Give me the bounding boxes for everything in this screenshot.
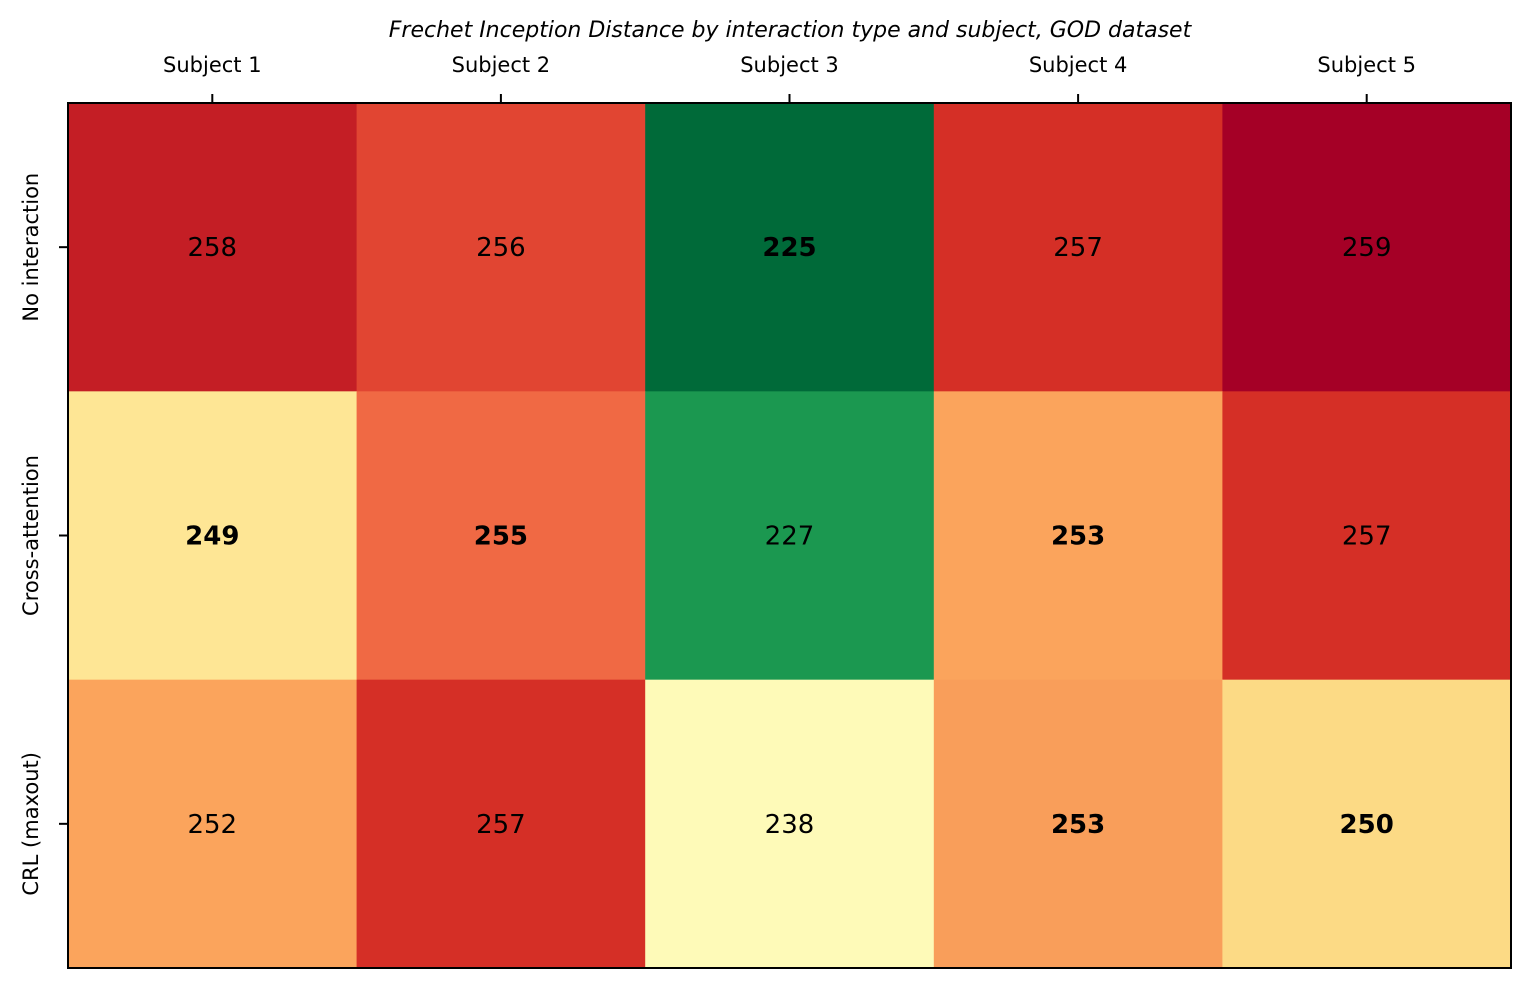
heatmap-cell xyxy=(1222,679,1512,969)
cell-value-label: 252 xyxy=(187,810,237,840)
heatmap-cell xyxy=(645,679,935,969)
heatmap-cell xyxy=(1222,103,1512,392)
heatmap-cell xyxy=(645,103,935,392)
x-tick-label: Subject 3 xyxy=(740,53,839,77)
heatmap-cell xyxy=(356,679,646,969)
heatmap-cell xyxy=(356,103,646,392)
y-tick-label: CRL (maxout) xyxy=(19,752,43,896)
plot-frame xyxy=(67,102,1512,969)
cell-value-label: 238 xyxy=(765,810,815,840)
heatmap-cell xyxy=(933,391,1223,681)
heatmap-cell xyxy=(68,103,358,392)
x-tick-label: Subject 4 xyxy=(1029,53,1128,77)
cell-value-label: 225 xyxy=(762,233,816,263)
y-tick-label: No interaction xyxy=(19,173,43,322)
heatmap-cell xyxy=(68,679,358,969)
cell-value-label: 258 xyxy=(187,233,237,263)
cell-value-label: 249 xyxy=(185,522,239,552)
chart-title: Frechet Inception Distance by interactio… xyxy=(389,18,1193,43)
cell-value-labels: 258 256 225 257 259 249 255 227 253 257 252 257 238 2… xyxy=(185,233,1394,840)
x-tick-label: Subject 2 xyxy=(452,53,551,77)
cell-value-label: 257 xyxy=(1053,233,1103,263)
x-tick-label: Subject 1 xyxy=(163,53,262,77)
heatmap-cells xyxy=(68,103,1512,969)
cell-value-label: 259 xyxy=(1342,233,1392,263)
heatmap-cell xyxy=(356,391,646,681)
cell-value-label: 227 xyxy=(765,522,815,552)
x-tick-label: Subject 5 xyxy=(1317,53,1416,77)
heatmap-cell xyxy=(933,679,1223,969)
y-tick-label: Cross-attention xyxy=(19,455,43,616)
y-axis-ticks: No interaction Cross-attention CRL (maxout… xyxy=(19,173,68,896)
heatmap-cell xyxy=(68,391,358,681)
cell-value-label: 257 xyxy=(476,810,526,840)
cell-value-label: 257 xyxy=(1342,522,1392,552)
x-axis-ticks: Subject 1 Subject 2 Subject 3 Subject 4 Subj… xyxy=(163,53,1416,103)
heatmap-cell xyxy=(1222,391,1512,681)
heatmap-cell xyxy=(645,391,935,681)
heatmap-cell xyxy=(933,103,1223,392)
cell-value-label: 255 xyxy=(474,522,528,552)
cell-value-label: 253 xyxy=(1051,810,1105,840)
cell-value-label: 256 xyxy=(476,233,526,263)
cell-value-label: 253 xyxy=(1051,522,1105,552)
cell-value-label: 250 xyxy=(1340,810,1394,840)
